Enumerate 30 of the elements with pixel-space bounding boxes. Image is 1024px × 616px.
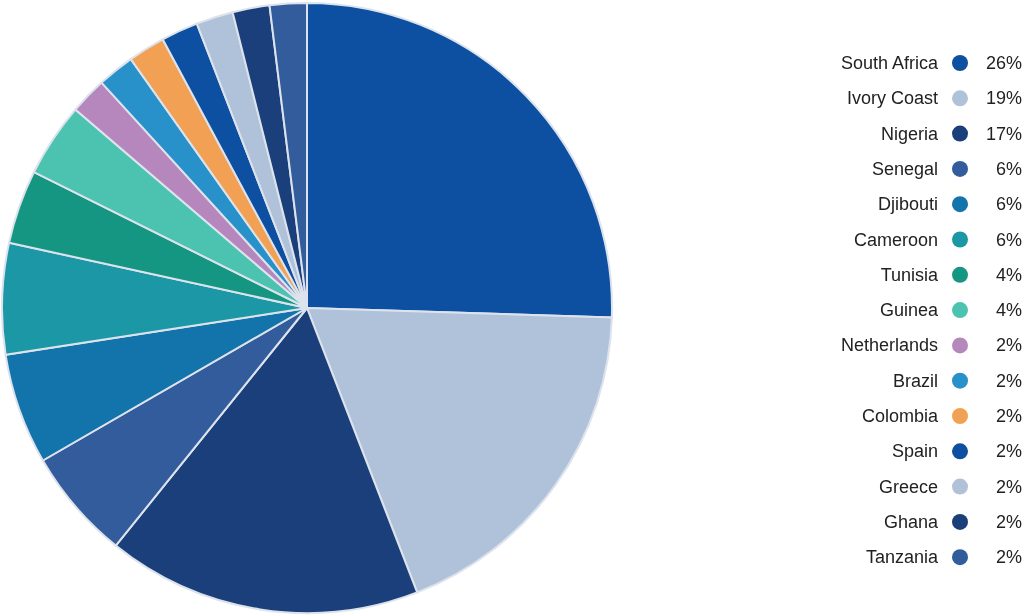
legend-label: Brazil <box>892 370 938 391</box>
data-label: 2% <box>995 547 1022 568</box>
data-label: 6% <box>995 158 1022 179</box>
data-label: 17% <box>985 123 1022 144</box>
legend-label: South Africa <box>840 53 939 73</box>
legend-label: Ghana <box>883 511 939 532</box>
legend-label: Guinea <box>879 300 939 321</box>
legend-label: Ivory Coast <box>846 88 938 109</box>
data-label: 2% <box>995 511 1022 532</box>
legend-label: Djibouti <box>877 194 938 215</box>
legend-label: Tunisia <box>880 264 939 285</box>
data-label: 2% <box>995 370 1022 391</box>
data-label: 19% <box>985 88 1022 109</box>
legend-label: Colombia <box>861 406 939 426</box>
legend-label: Cameroon <box>853 229 938 250</box>
legend-label: Senegal <box>871 158 938 179</box>
legend-label: Nigeria <box>880 123 939 144</box>
data-label: 6% <box>995 229 1022 250</box>
data-label: 6% <box>995 194 1022 215</box>
data-label: 2% <box>995 441 1022 462</box>
data-label: 4% <box>995 264 1022 285</box>
data-label: 2% <box>995 476 1022 497</box>
legend-label: Netherlands <box>840 335 938 356</box>
data-label: 26% <box>985 53 1022 73</box>
data-label: 2% <box>995 406 1022 426</box>
legend-label: Greece <box>878 476 938 497</box>
legend-label: Spain <box>891 441 938 462</box>
data-label: 2% <box>995 335 1022 356</box>
legend-label: Tanzania <box>865 547 939 568</box>
data-label: 4% <box>995 300 1022 321</box>
